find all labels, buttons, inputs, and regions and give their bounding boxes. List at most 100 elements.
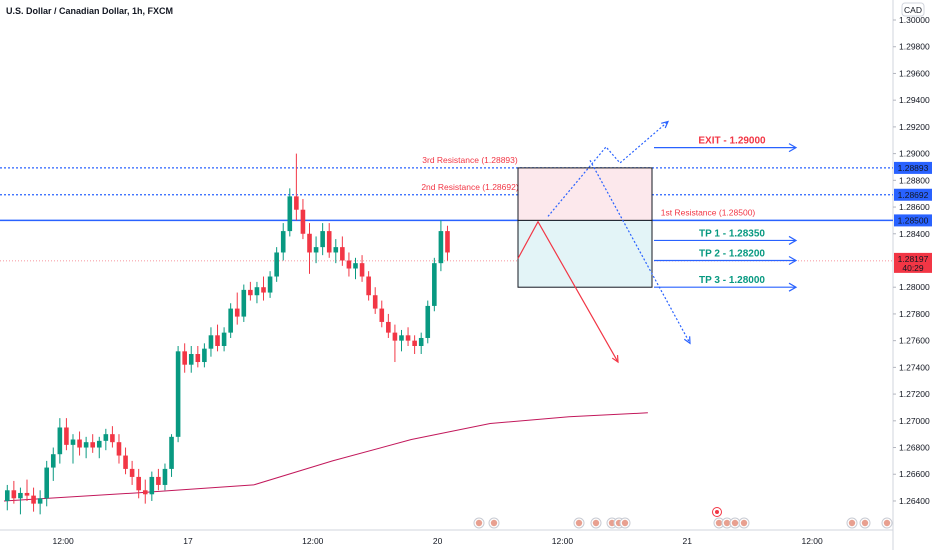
rejection-path-arrow: [589, 160, 691, 344]
candle-body: [110, 434, 115, 443]
candle-body: [123, 455, 128, 469]
candle-body: [399, 335, 404, 341]
price-tick-label: 1.29800: [899, 42, 930, 52]
candle-body: [261, 287, 266, 293]
price-tick-label: 1.29600: [899, 68, 930, 78]
currency-box: [901, 2, 925, 17]
candle-body: [136, 476, 141, 491]
event-flag-dot: [575, 519, 583, 527]
event-flag-dot: [861, 519, 869, 527]
candle-body: [4, 490, 10, 501]
price-badge: [894, 188, 932, 201]
event-flag-dot: [608, 519, 616, 527]
candle-body: [359, 263, 365, 277]
price-tick-label: 1.28400: [899, 229, 930, 239]
price-tick-label: 1.27400: [899, 362, 930, 372]
price-badge-label: 1.28500: [898, 215, 929, 225]
price-tick-label: 1.28000: [899, 282, 930, 292]
time-tick-label: 12:00: [302, 536, 324, 546]
target-arrow-head: [788, 255, 798, 266]
event-flag-dot: [848, 519, 856, 527]
currency-label: CAD: [904, 5, 922, 15]
candle-body: [116, 442, 122, 456]
stop-zone: [517, 167, 653, 221]
candle-body: [96, 440, 102, 448]
candle-body: [44, 467, 50, 499]
candle-body: [50, 454, 56, 468]
candle-body: [353, 263, 358, 269]
candle-body: [221, 332, 227, 346]
candle-body: [156, 476, 161, 485]
price-badge: [894, 214, 932, 227]
candle-body: [18, 492, 23, 499]
candle-body: [248, 289, 253, 296]
candle-body: [346, 260, 352, 269]
candle-body: [188, 354, 194, 365]
candle-body: [313, 247, 319, 253]
resistance-label: 1st Resistance (1.28500): [661, 207, 756, 217]
candle-body: [215, 335, 220, 346]
candle-body: [77, 439, 82, 448]
price-tick-label: 1.26600: [899, 469, 930, 479]
event-flag-dot: [475, 519, 483, 527]
price-tick-label: 1.28800: [899, 175, 930, 185]
candle-body: [300, 209, 306, 234]
candle-body: [287, 196, 293, 232]
candle-body: [412, 340, 417, 346]
candle-body: [228, 308, 233, 333]
price-tick-label: 1.27800: [899, 309, 930, 319]
candle-body: [254, 287, 260, 296]
candle-body: [280, 231, 286, 253]
candle-body: [70, 439, 76, 445]
event-flag-dot: [621, 519, 629, 527]
candle-body: [64, 427, 69, 445]
candle-body: [425, 305, 431, 338]
target-label: TP 1 - 1.28350: [699, 228, 765, 239]
candle-body: [90, 442, 95, 448]
candle-body: [182, 351, 187, 365]
candle-body: [366, 276, 371, 296]
event-canada-dot: [715, 510, 719, 514]
candle-body: [386, 321, 391, 333]
target-arrow-head: [788, 143, 798, 153]
target-label: TP 3 - 1.28000: [699, 275, 765, 286]
candle-body: [11, 490, 17, 499]
candle-body: [37, 498, 43, 504]
price-badge-label: 1.28692: [898, 190, 929, 200]
target-arrow-head: [788, 235, 798, 245]
candle-body: [202, 348, 207, 363]
candle-body: [307, 233, 312, 253]
bullish-arrow-head: [661, 120, 670, 129]
bar-countdown: 40:29: [902, 263, 924, 273]
candle-body: [333, 247, 339, 253]
time-tick-label: 20: [433, 536, 443, 546]
event-flag-dot: [715, 519, 723, 527]
price-tick-label: 1.29200: [899, 122, 930, 132]
time-tick-label: 12:00: [801, 536, 823, 546]
current-price-value: 1.28197: [898, 254, 929, 264]
candle-body: [175, 351, 181, 437]
moving-average-line: [3, 412, 648, 502]
resistance-label: 2nd Resistance (1.28692): [421, 182, 519, 192]
candle-body: [31, 495, 36, 504]
candle-body: [379, 308, 385, 322]
candle-body: [241, 289, 247, 317]
candle-body: [274, 252, 279, 277]
current-price-badge: [894, 252, 932, 273]
target-label: EXIT - 1.29000: [698, 136, 766, 147]
time-tick-label: 21: [683, 536, 693, 546]
price-tick-label: 1.27200: [899, 389, 930, 399]
candle-body: [445, 231, 450, 253]
candle-body: [129, 468, 135, 477]
resistance-label: 3rd Resistance (1.28893): [422, 155, 518, 165]
candle-body: [57, 427, 63, 455]
candle-body: [320, 231, 325, 248]
price-tick-label: 1.30000: [899, 15, 930, 25]
event-flag-dot: [592, 519, 600, 527]
target-zone: [517, 219, 653, 288]
candle-body: [326, 231, 332, 253]
candle-body: [418, 337, 424, 346]
candle-body: [83, 442, 89, 448]
